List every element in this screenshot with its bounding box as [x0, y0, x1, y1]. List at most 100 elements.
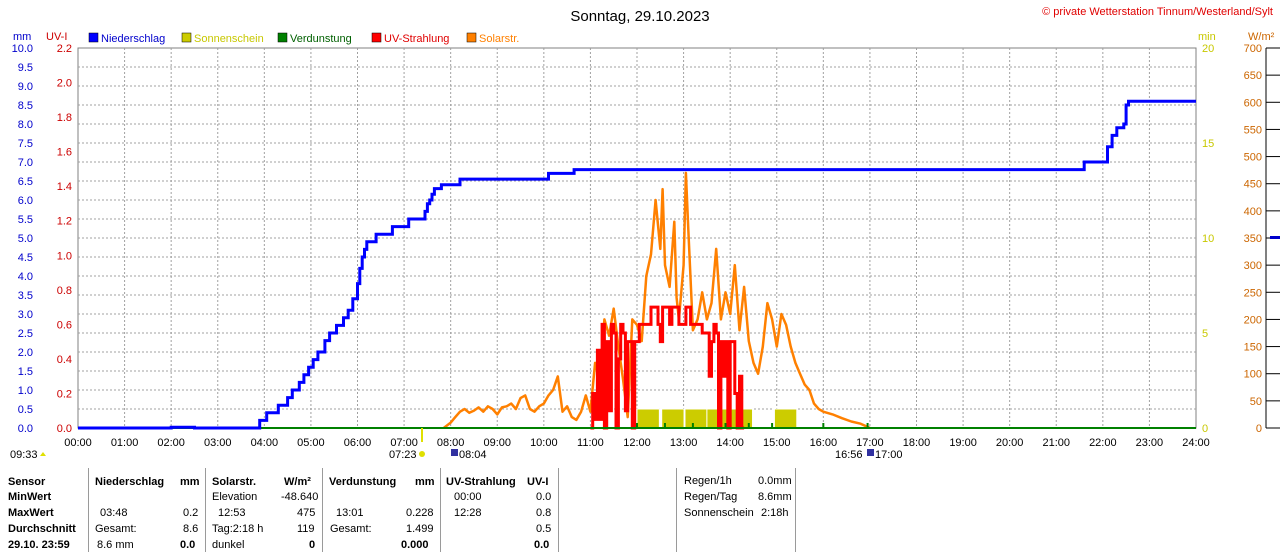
max-label: MaxWert — [8, 507, 54, 519]
current-value-marker — [1270, 236, 1280, 239]
x-tick-label: 14:00 — [716, 437, 744, 449]
uv-title: UV-Strahlung — [446, 476, 516, 488]
x-tick-label: 18:00 — [903, 437, 931, 449]
verdunstung-title: Verdunstung — [329, 476, 397, 488]
legend-label: Solarstr. — [479, 33, 519, 45]
legend-label: Niederschlag — [101, 33, 165, 45]
divider — [440, 468, 441, 552]
niederschlag-gesamt-label: Gesamt: — [95, 523, 137, 535]
sun-icon — [40, 452, 46, 456]
chart-series — [78, 99, 1196, 430]
verdunstung-max-time: 13:01 — [336, 507, 364, 519]
uv-max-time: 12:28 — [454, 507, 482, 519]
mm-tick-label: 6.0 — [18, 195, 33, 207]
mm-tick-label: 3.0 — [18, 309, 33, 321]
solar-tick-label: 650 — [1244, 70, 1262, 82]
x-tick-label: 23:00 — [1136, 437, 1164, 449]
uv-tick-label: 2.2 — [57, 43, 72, 55]
x-tick-label: 06:00 — [344, 437, 372, 449]
mm-tick-label: 9.0 — [18, 81, 33, 93]
uv-tick-label: 1.8 — [57, 112, 72, 124]
sunset-marker-icon — [867, 449, 874, 456]
solar-tick-label: 500 — [1244, 152, 1262, 164]
solar-tick-label: 200 — [1244, 314, 1262, 326]
min-label: MinWert — [8, 491, 52, 503]
legend-swatch — [466, 32, 477, 43]
min-axis-unit: min — [1198, 31, 1216, 43]
min-tick-label: 0 — [1202, 423, 1208, 435]
uv-tick-label: 2.0 — [57, 78, 72, 90]
solar-tick-label: 250 — [1244, 287, 1262, 299]
copyright-label: © private Wetterstation Tinnum/Westerlan… — [1042, 6, 1273, 18]
uv-unit: UV-I — [527, 476, 549, 488]
niederschlag-foot-left: 8.6 mm — [97, 539, 134, 551]
regen-tag-label: Regen/Tag — [684, 491, 738, 503]
x-tick-label: 15:00 — [763, 437, 791, 449]
sonne-label: Sonnenschein — [684, 507, 754, 519]
chart-legend: Niederschlag Sonnenschein Verdunstung UV-St… — [88, 32, 519, 45]
divider — [558, 468, 559, 552]
verdunstung-foot-right: 0.000 — [401, 539, 429, 551]
date-label: 29.10. 23:59 — [8, 539, 70, 551]
mm-tick-label: 6.5 — [18, 176, 33, 188]
uv-foot-right: 0.0 — [534, 539, 550, 551]
x-tick-label: 16:00 — [810, 437, 838, 449]
uv-max-val: 0.8 — [536, 507, 552, 519]
solar-tick-label: 100 — [1244, 369, 1262, 381]
x-tick-label: 11:00 — [577, 437, 604, 449]
solar-tick-label: 350 — [1244, 233, 1262, 245]
sunshine-bar — [684, 408, 708, 429]
mm-tick-label: 7.0 — [18, 157, 33, 169]
solar-tick-label: 700 — [1244, 43, 1262, 55]
weather-chart: 0.0 0.5 1.0 1.5 2.0 2.5 3.0 3.5 4.0 4.5 5.0 5.5 6.0 6… — [10, 6, 1280, 461]
mm-tick-label: 4.5 — [18, 252, 33, 264]
min-tick-label: 15 — [1202, 138, 1214, 150]
solar-tick-label: 0 — [1256, 423, 1262, 435]
niederschlag-max-time: 03:48 — [100, 507, 128, 519]
solar-elev-label: Elevation — [212, 491, 258, 503]
legend-label: Sonnenschein — [194, 33, 264, 45]
solar-foot-right: 0 — [309, 539, 316, 551]
regen-tag-val: 8.6mm — [758, 491, 792, 503]
solar-tag-val: 119 — [297, 523, 315, 535]
x-tick-label: 02:00 — [157, 437, 185, 449]
solar-foot-left: dunkel — [212, 539, 245, 551]
solar-tick-label: 400 — [1244, 206, 1262, 218]
sunrise-time: 07:23 — [389, 449, 417, 461]
divider — [795, 468, 796, 552]
mm-tick-label: 5.0 — [18, 233, 33, 245]
solar-tick-label: 50 — [1250, 396, 1262, 408]
solar-title: Solarstr. — [212, 476, 257, 488]
uv-tick-label: 1.2 — [57, 216, 72, 228]
sunset-marker-time: 17:00 — [875, 449, 903, 461]
x-tick-label: 19:00 — [949, 437, 977, 449]
solar-max-time: 12:53 — [218, 507, 246, 519]
mm-tick-label: 4.0 — [18, 271, 33, 283]
solar-tick-label: 550 — [1244, 124, 1262, 136]
solar-elev-val: -48.640 — [281, 491, 319, 503]
legend-swatch — [277, 32, 288, 43]
solar-tick-label: 450 — [1244, 179, 1262, 191]
sunrise-marker-time: 08:04 — [459, 449, 487, 461]
mm-tick-label: 0.0 — [18, 423, 33, 435]
x-tick-label: 08:00 — [437, 437, 465, 449]
verdunstung-gesamt-val: 1.499 — [406, 523, 434, 535]
min-tick-label: 20 — [1202, 43, 1214, 55]
uv-tick-label: 1.4 — [57, 181, 72, 193]
x-tick-label: 01:00 — [111, 437, 139, 449]
chart-axes: 0.0 0.5 1.0 1.5 2.0 2.5 3.0 3.5 4.0 4.5 5.0 5.5 6.0 6… — [12, 43, 1280, 449]
solar-tick-label: 600 — [1244, 97, 1262, 109]
x-tick-label: 03:00 — [204, 437, 232, 449]
x-tick-label: 07:00 — [390, 437, 418, 449]
mm-tick-label: 2.0 — [18, 347, 33, 359]
mm-tick-label: 2.5 — [18, 328, 33, 340]
x-tick-label: 04:00 — [251, 437, 279, 449]
legend-label: UV-Strahlung — [384, 33, 449, 45]
regen-h-val: 0.0mm — [758, 475, 792, 487]
legend-swatch — [371, 32, 382, 43]
niederschlag-foot-right: 0.0 — [180, 539, 196, 551]
chart-title: Sonntag, 29.10.2023 — [570, 8, 709, 25]
uv-tick-label: 0.6 — [57, 319, 72, 331]
mm-axis-unit: mm — [13, 31, 31, 43]
x-tick-label: 00:00 — [64, 437, 92, 449]
